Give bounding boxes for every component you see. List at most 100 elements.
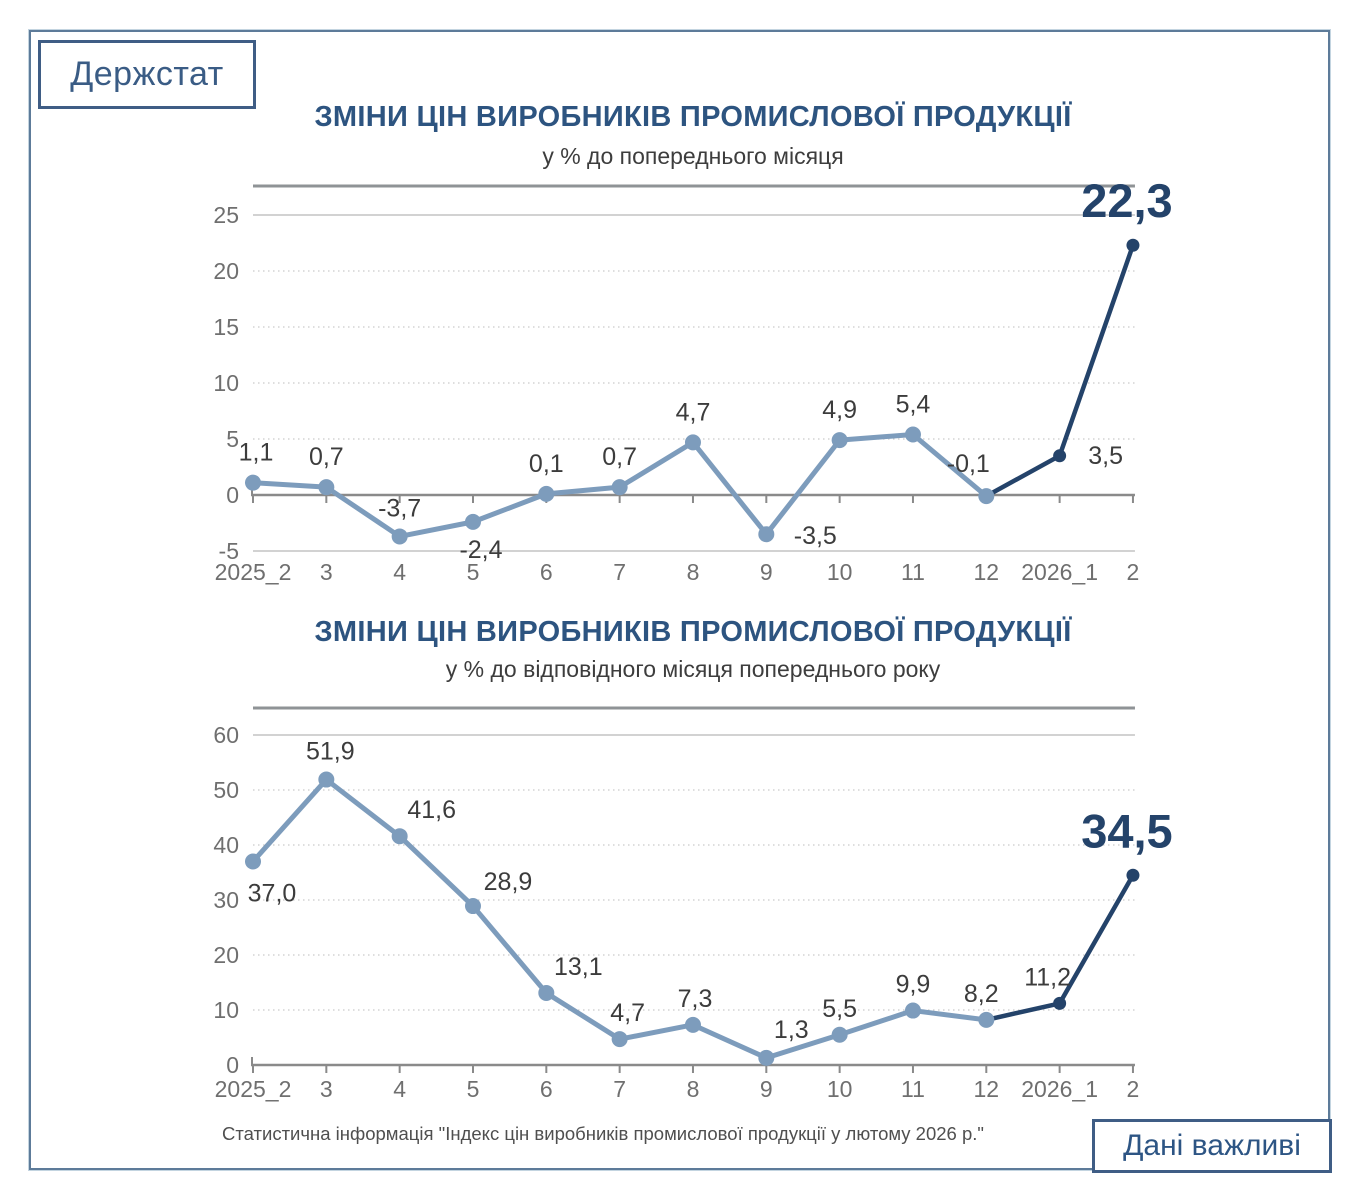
y-tick-label: 20 [213, 942, 239, 968]
chart2-subtitle: у % до відповідного місяця попереднього … [445, 656, 941, 682]
y-tick-label: 50 [213, 777, 239, 803]
y-tick-label: 30 [213, 887, 239, 913]
data-label: -0,1 [947, 450, 990, 478]
data-point [904, 1002, 921, 1019]
data-point [1126, 238, 1140, 252]
data-point [978, 1011, 995, 1028]
x-tick-label: 5 [467, 559, 480, 585]
data-point [1053, 449, 1067, 463]
y-tick-label: 0 [226, 1052, 239, 1078]
y-tick-label: 15 [213, 314, 239, 340]
data-point [391, 528, 408, 545]
x-tick-label: 2025_2 [215, 1076, 292, 1102]
data-point [245, 474, 261, 491]
y-tick-label: -5 [219, 538, 239, 564]
data-label: 9,9 [896, 971, 931, 999]
x-tick-label: 4 [393, 559, 406, 585]
data-point [538, 485, 555, 502]
x-tick-label: 12 [974, 1076, 1000, 1102]
x-tick-label: 6 [540, 1076, 553, 1102]
data-point [904, 426, 921, 443]
data-label: 41,6 [407, 796, 456, 824]
data-label: 4,7 [676, 398, 711, 426]
x-tick-label: 10 [827, 559, 853, 585]
data-point [831, 432, 848, 449]
data-label: 0,7 [602, 443, 637, 471]
big-value-label: 34,5 [1081, 804, 1172, 857]
data-point [611, 1031, 628, 1048]
x-tick-label: 2 [1127, 559, 1140, 585]
y-tick-label: 20 [213, 258, 239, 284]
data-point [758, 1049, 775, 1066]
y-tick-label: 25 [213, 202, 239, 228]
data-label: 7,3 [678, 985, 713, 1013]
data-label: 13,1 [554, 953, 603, 981]
data-label: 4,7 [610, 999, 645, 1027]
x-tick-label: 11 [901, 1076, 925, 1102]
data-point [318, 479, 335, 496]
data-label: 1,3 [774, 1016, 809, 1044]
derzhstat-logo-label: Держстат [70, 55, 224, 93]
x-tick-label: 6 [540, 559, 553, 585]
y-tick-label: 10 [213, 370, 239, 396]
x-tick-label: 10 [827, 1076, 853, 1102]
data-point [1126, 868, 1140, 882]
x-tick-label: 2025_2 [215, 559, 292, 585]
x-tick-label: 4 [393, 1076, 406, 1102]
x-tick-label: 8 [687, 1076, 700, 1102]
data-point [611, 479, 628, 496]
data-point [464, 513, 481, 530]
data-label: 28,9 [484, 868, 533, 896]
data-label: 0,7 [309, 443, 344, 471]
source-footnote: Статистична інформація "Індекс цін вироб… [222, 1123, 984, 1144]
x-tick-label: 2 [1127, 1076, 1140, 1102]
y-tick-label: 10 [213, 997, 239, 1023]
data-point [978, 488, 995, 505]
chart1-title: ЗМІНИ ЦІН ВИРОБНИКІВ ПРОМИСЛОВОЇ ПРОДУКЦ… [314, 101, 1072, 133]
x-tick-label: 7 [613, 559, 626, 585]
chart1-subtitle: у % до попереднього місяця [542, 143, 844, 169]
x-tick-label: 5 [467, 1076, 480, 1102]
y-tick-label: 5 [226, 426, 239, 452]
data-point [391, 828, 408, 845]
data-label: 11,2 [1024, 963, 1071, 991]
x-tick-label: 8 [687, 559, 700, 585]
x-tick-label: 3 [320, 559, 333, 585]
x-tick-label: 11 [901, 559, 925, 585]
data-label: 51,9 [306, 738, 355, 766]
derzhstat-logo: Держстат [38, 40, 256, 109]
x-tick-label: 9 [760, 559, 773, 585]
data-point [464, 898, 481, 915]
x-tick-label: 9 [760, 1076, 773, 1102]
data-label: 8,2 [964, 980, 999, 1008]
data-label: 5,5 [822, 995, 857, 1023]
x-tick-label: 3 [320, 1076, 333, 1102]
data-label: 1,1 [239, 439, 274, 467]
data-point [831, 1026, 848, 1043]
x-tick-label: 2026_1 [1021, 559, 1098, 585]
data-important-badge-label: Дані важливі [1123, 1129, 1301, 1162]
x-tick-label: 7 [613, 1076, 626, 1102]
data-label: -3,5 [794, 522, 837, 550]
y-tick-label: 0 [226, 482, 239, 508]
data-point [758, 526, 775, 543]
x-tick-label: 12 [974, 559, 1000, 585]
data-point [1053, 996, 1067, 1010]
data-label: 5,4 [896, 391, 931, 419]
data-point [318, 771, 335, 788]
data-point [684, 1016, 701, 1033]
data-label: 37,0 [248, 880, 297, 908]
data-point [684, 434, 701, 451]
y-tick-label: 60 [213, 722, 239, 748]
content-frame-border [28, 29, 1331, 1171]
data-point [538, 984, 555, 1001]
chart2-title: ЗМІНИ ЦІН ВИРОБНИКІВ ПРОМИСЛОВОЇ ПРОДУКЦ… [314, 616, 1072, 648]
y-tick-label: 40 [213, 832, 239, 858]
data-label: 4,9 [822, 396, 857, 424]
data-label: 0,1 [529, 450, 564, 478]
big-value-label: 22,3 [1081, 174, 1172, 227]
data-label: -2,4 [459, 536, 502, 564]
data-point [245, 853, 261, 870]
